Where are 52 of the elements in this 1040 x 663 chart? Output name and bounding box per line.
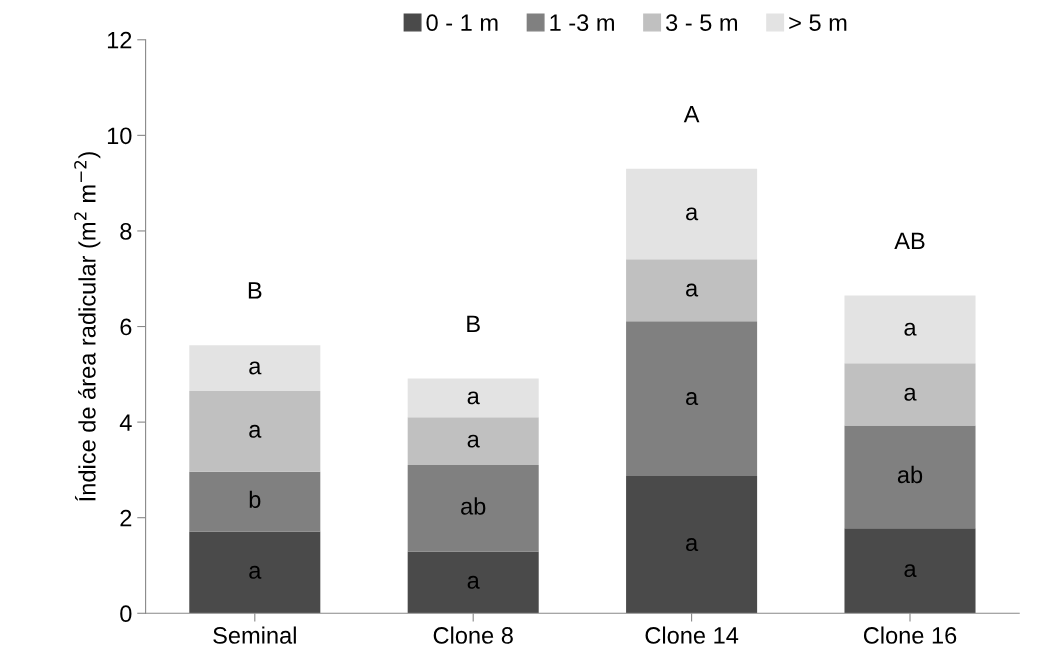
bar: [407, 378, 539, 418]
bar: [407, 551, 539, 614]
y-tick-label: 12: [107, 31, 132, 49]
bar: [844, 295, 976, 364]
bar: [626, 476, 758, 614]
data-label: a: [249, 361, 262, 375]
legend-label: 1 -3 m: [550, 14, 614, 32]
bar: [189, 531, 321, 614]
data-label: ab: [461, 497, 486, 515]
data-label: a: [467, 391, 480, 405]
y-tick-label: 0: [120, 605, 132, 623]
data-label: a: [686, 538, 699, 552]
data-label: a: [904, 564, 917, 578]
data-label: a: [686, 283, 699, 297]
annotation: A: [683, 106, 700, 123]
bar: [844, 425, 976, 529]
y-tick-label: 8: [120, 223, 132, 240]
bar: [844, 363, 976, 426]
annotation: AB: [894, 232, 925, 249]
x-tick-label: Clone 8: [433, 626, 513, 644]
y-tick-label: 6: [120, 318, 132, 336]
data-label: a: [467, 575, 480, 589]
x-tick-label: Seminal: [213, 626, 296, 644]
data-label: a: [686, 392, 699, 406]
bar: [189, 345, 321, 392]
bar: [626, 259, 758, 322]
y-tick-label: 4: [119, 414, 132, 431]
data-label: a: [904, 387, 917, 401]
x-tick-label: Clone 16: [863, 626, 957, 644]
data-label: a: [467, 434, 480, 448]
data-label: a: [249, 565, 262, 579]
y-axis-title: Índice de área radicular (m$^{2}$ m$^{−2}$): [74, 152, 101, 501]
data-label: a: [249, 424, 262, 438]
bar: [189, 391, 321, 472]
data-label: b: [249, 490, 261, 509]
legend-label: 0 - 1 m: [426, 14, 498, 32]
data-label: a: [686, 207, 699, 221]
bar: [626, 168, 758, 260]
data-label: ab: [897, 465, 923, 484]
data-label: a: [904, 322, 917, 336]
bar: [407, 465, 539, 552]
legend-label: > 5 m: [789, 14, 847, 32]
bar: [407, 417, 539, 466]
annotation: B: [467, 315, 480, 333]
bar: [844, 528, 976, 614]
y-tick-label: 2: [120, 509, 132, 527]
y-tick-label: 10: [107, 127, 132, 145]
x-tick-label: Clone 14: [645, 626, 739, 644]
annotation: B: [248, 282, 262, 299]
bar: [626, 321, 758, 477]
bar: [189, 471, 321, 532]
legend-label: 3 - 5 m: [666, 14, 738, 32]
